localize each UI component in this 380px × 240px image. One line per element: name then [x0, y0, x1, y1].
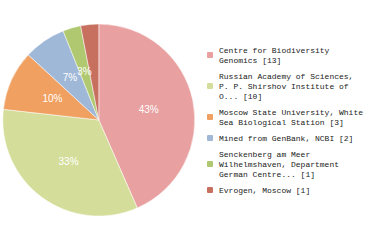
- svg-text:Mined from GenBank, NCBI [2]: Mined from GenBank, NCBI [2]: [219, 134, 353, 143]
- svg-text:Wilhelmshaven, Department: Wilhelmshaven, Department: [219, 160, 339, 169]
- svg-text:P. P. Shirshov Institute of: P. P. Shirshov Institute of: [219, 82, 349, 91]
- svg-text:German Centre... [1]: German Centre... [1]: [219, 170, 315, 179]
- svg-text:Centre for Biodiversity: Centre for Biodiversity: [219, 46, 330, 55]
- svg-text:Moscow State University, White: Moscow State University, White: [219, 108, 363, 117]
- svg-text:Evrogen, Moscow [1]: Evrogen, Moscow [1]: [219, 186, 310, 195]
- svg-text:3%: 3%: [77, 66, 92, 77]
- svg-text:Sea Biological Station [3]: Sea Biological Station [3]: [219, 118, 344, 127]
- svg-text:Genomics [13]: Genomics [13]: [219, 56, 281, 65]
- svg-text:10%: 10%: [42, 93, 62, 104]
- svg-text:O... [10]: O... [10]: [219, 92, 262, 101]
- svg-text:43%: 43%: [139, 104, 159, 115]
- svg-text:33%: 33%: [59, 156, 79, 167]
- svg-text:7%: 7%: [63, 72, 78, 83]
- svg-text:Senckenberg am Meer: Senckenberg am Meer: [219, 150, 310, 159]
- svg-text:Russian Academy of Sciences,: Russian Academy of Sciences,: [219, 72, 353, 81]
